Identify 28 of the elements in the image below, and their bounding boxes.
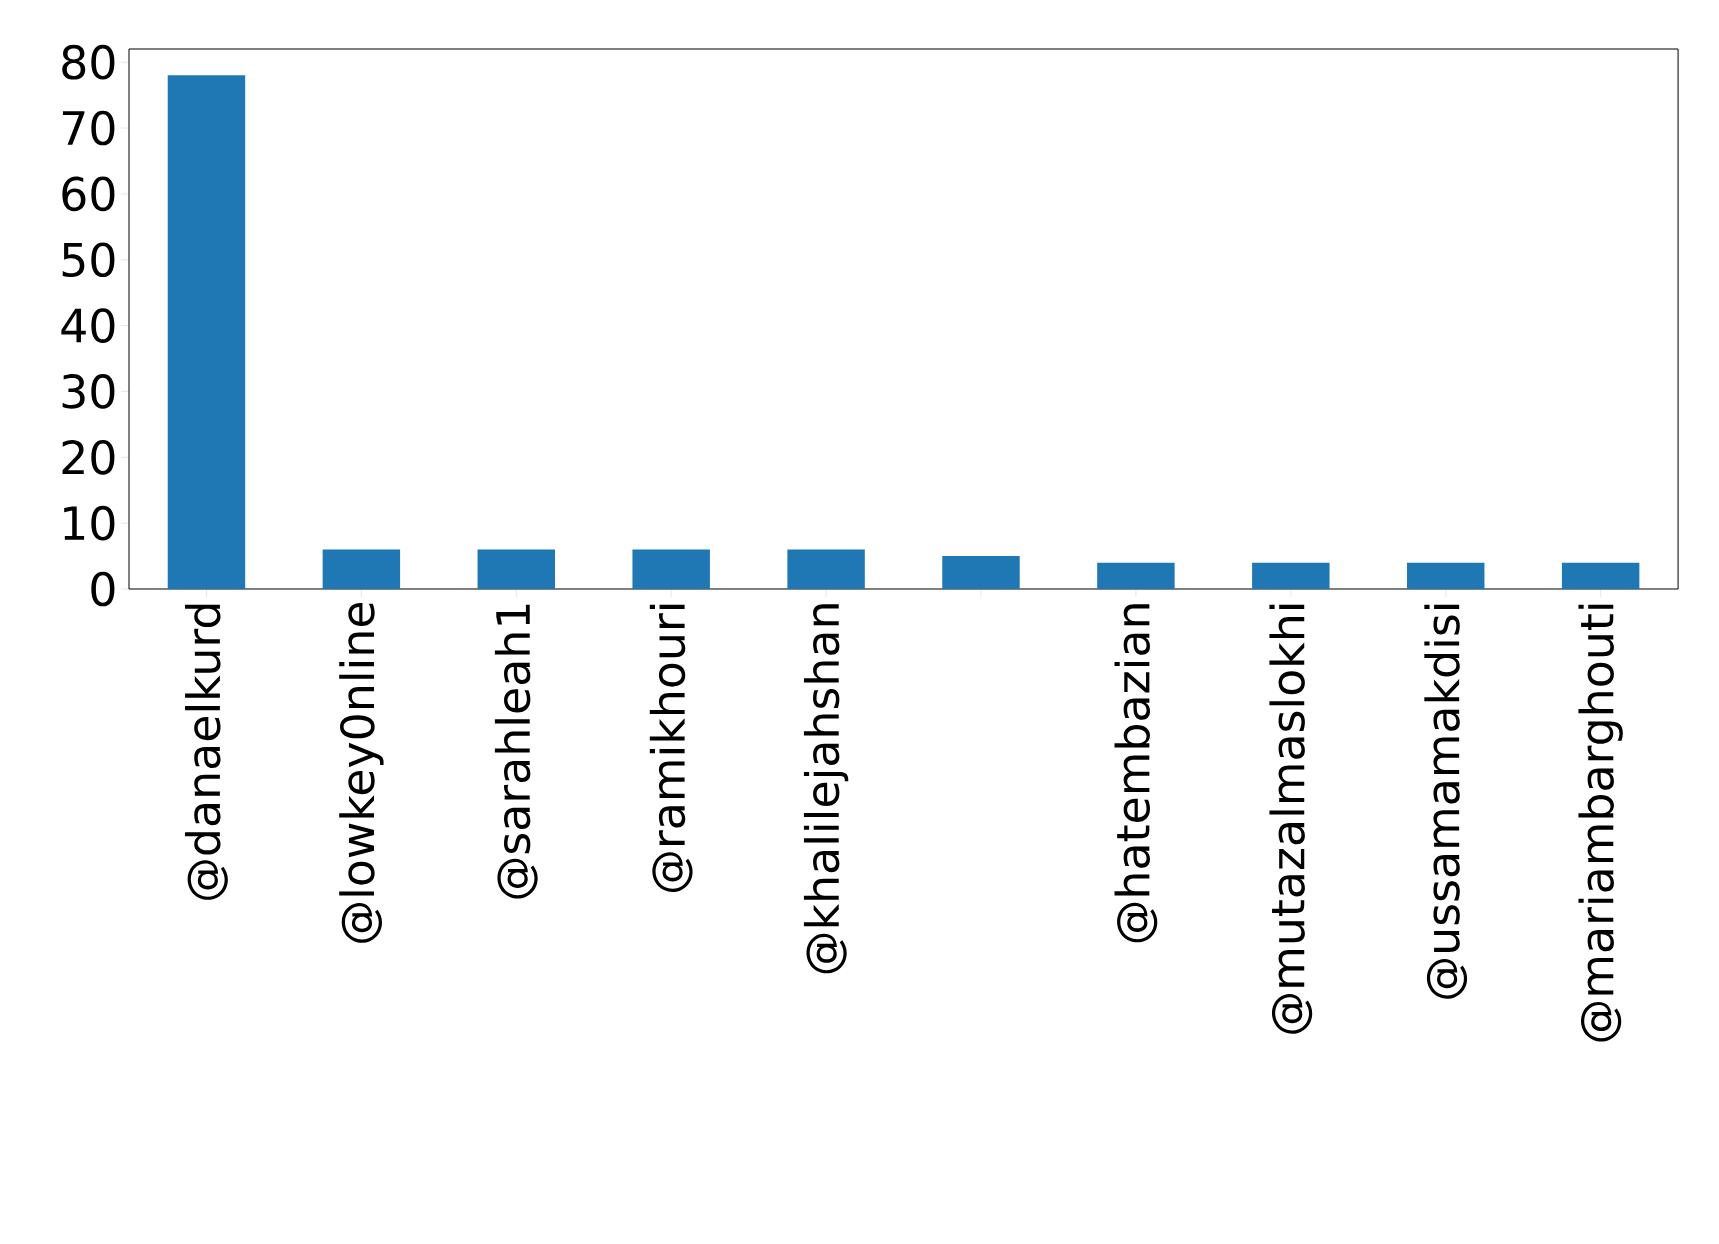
bar <box>1252 562 1330 589</box>
x-tick-label: @sarahleah1 <box>494 604 538 899</box>
x-tick-label: @ussamamakdisi <box>1424 604 1468 999</box>
y-tick-label: 30 <box>62 374 115 409</box>
bar <box>1097 562 1175 589</box>
bar <box>942 556 1020 589</box>
bar <box>322 549 401 589</box>
y-tick-label: 70 <box>62 110 115 146</box>
x-tick-label: @hatembazian <box>1114 604 1158 943</box>
x-tick-label: @danaelkurd <box>185 604 228 900</box>
bar <box>1561 562 1640 589</box>
x-tick-label: @mariambarghouti <box>1578 604 1623 1042</box>
y-tick-label: 20 <box>62 439 115 475</box>
x-tick-label: @mutazalmaslokhi <box>1269 604 1313 1034</box>
x-tick-label: @lowkey0nline <box>339 602 384 943</box>
y-tick-label: 0 <box>91 571 115 607</box>
y-tick-label: 10 <box>64 505 115 541</box>
y-tick-label: 50 <box>62 242 115 278</box>
y-tick-label: 40 <box>61 308 115 343</box>
bar <box>1406 562 1485 589</box>
x-tick-label: @khalilejahshan <box>803 604 849 974</box>
bar <box>632 549 710 589</box>
bar <box>167 75 246 589</box>
bar <box>477 549 555 589</box>
y-tick-label: 60 <box>62 176 115 212</box>
y-tick-label: 80 <box>62 44 115 80</box>
x-tick-label: @ramikhouri <box>649 604 693 892</box>
bar <box>787 549 865 589</box>
